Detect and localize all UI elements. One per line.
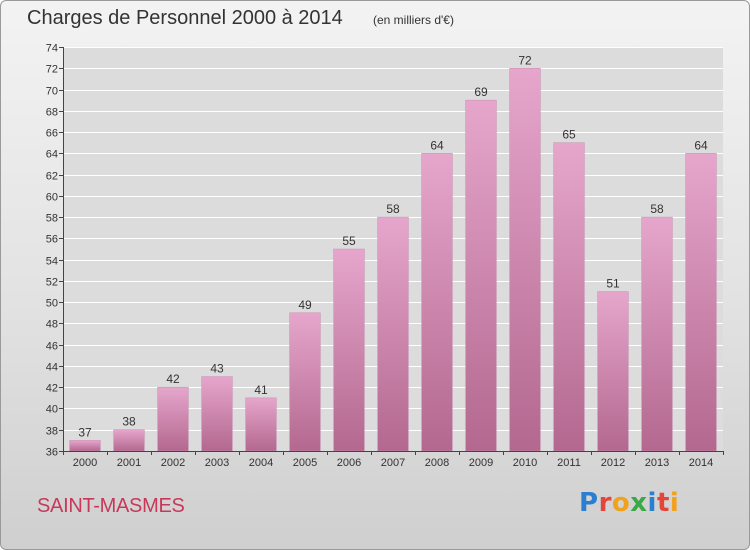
y-tick-label: 58 (46, 213, 58, 225)
bar-value-label: 55 (342, 234, 356, 248)
x-tick-label: 2004 (249, 457, 273, 469)
y-tick-label: 50 (46, 298, 58, 310)
y-tick-label: 68 (46, 107, 58, 119)
data-labels: 37 38 42 43 41 49 55 58 64 69 72 65 51 58 64 (78, 53, 708, 439)
bar-value-label: 51 (606, 277, 620, 291)
y-tick-label: 56 (46, 234, 58, 246)
y-tick-label: 72 (46, 64, 58, 76)
x-tick-label: 2003 (205, 457, 229, 469)
bar-2004 (245, 397, 277, 452)
bar-value-label: 64 (694, 138, 708, 152)
bar-2011 (553, 142, 585, 452)
logo-letter: o (611, 488, 631, 518)
y-tick-label: 54 (46, 256, 58, 268)
y-axis-ticks: 36 38 40 42 44 46 48 50 52 54 56 58 60 62 64 66 68 70 72 74 (46, 43, 63, 459)
y-tick-label: 38 (46, 426, 58, 438)
bar-value-label: 49 (298, 298, 312, 312)
bar-2001 (113, 429, 145, 452)
chart-unit-note: (en milliers d'€) (373, 13, 454, 27)
x-tick-label: 2011 (557, 457, 581, 469)
y-tick-label: 52 (46, 277, 58, 289)
x-tick-label: 2013 (645, 457, 669, 469)
bar-value-label: 38 (122, 415, 136, 429)
bar-2007 (377, 216, 409, 452)
bar-value-label: 64 (430, 138, 444, 152)
bar-value-label: 69 (474, 85, 488, 99)
logo-letter: P (579, 488, 599, 518)
bar-value-label: 58 (650, 202, 664, 216)
logo-letter: t (656, 488, 670, 518)
x-tick-label: 2002 (161, 457, 185, 469)
y-tick-label: 36 (46, 447, 58, 459)
logo-letter: i (647, 488, 657, 518)
x-tick-label: 2005 (293, 457, 317, 469)
y-tick-label: 64 (46, 149, 58, 161)
bar-2013 (641, 216, 673, 452)
y-tick-label: 66 (46, 128, 58, 140)
bar-value-label: 41 (254, 383, 268, 397)
bar-value-label: 72 (518, 53, 532, 67)
y-tick-label: 42 (46, 383, 58, 395)
bar-value-label: 43 (210, 362, 224, 376)
x-tick-label: 2006 (337, 457, 361, 469)
bar-2006 (333, 248, 365, 452)
x-tick-label: 2010 (513, 457, 537, 469)
commune-name: SAINT-MASMES (37, 495, 185, 517)
x-tick-label: 2012 (601, 457, 625, 469)
x-tick-label: 2001 (117, 457, 141, 469)
bar-value-label: 42 (166, 372, 180, 386)
logo-letter: i (669, 488, 680, 518)
bar-2002 (157, 386, 189, 452)
bar-2014 (685, 153, 717, 452)
x-tick-label: 2014 (689, 457, 713, 469)
y-tick-label: 70 (46, 86, 58, 98)
bar-2008 (421, 153, 453, 452)
x-axis-ticks: 2000 2001 2002 2003 2004 2005 2006 2007 2008 2009… (63, 451, 724, 469)
y-tick-label: 62 (46, 171, 58, 183)
y-tick-label: 40 (46, 404, 58, 416)
y-tick-label: 46 (46, 341, 58, 353)
x-tick-label: 2008 (425, 457, 449, 469)
bar-2003 (201, 376, 233, 452)
bar-2012 (597, 291, 629, 452)
bars (69, 68, 717, 452)
logo-letter: x (630, 488, 648, 518)
bar-2000 (69, 440, 101, 452)
chart-title: Charges de Personnel 2000 à 2014 (27, 7, 343, 29)
y-tick-label: 48 (46, 319, 58, 331)
y-tick-label: 44 (46, 362, 58, 374)
bar-2009 (465, 99, 497, 452)
bar-value-label: 58 (386, 202, 400, 216)
bar-2005 (289, 312, 321, 452)
bar-value-label: 37 (78, 425, 92, 439)
bar-value-label: 65 (562, 128, 576, 142)
x-tick-label: 2009 (469, 457, 493, 469)
bar-2010 (509, 68, 541, 452)
y-tick-label: 74 (46, 43, 58, 55)
logo-letter: r (598, 488, 612, 518)
y-tick-label: 60 (46, 192, 58, 204)
x-tick-label: 2007 (381, 457, 405, 469)
x-tick-label: 2000 (73, 457, 97, 469)
proxiti-logo: Proxiti (579, 488, 679, 518)
